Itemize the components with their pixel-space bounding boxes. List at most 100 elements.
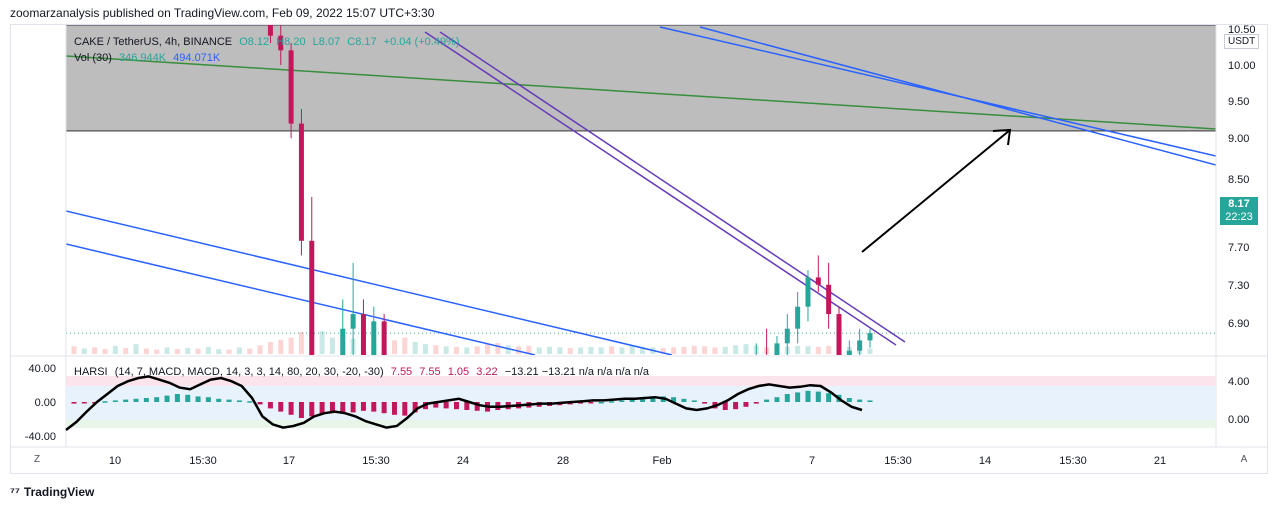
volume-bar <box>795 345 801 354</box>
harsi-rsi-line <box>65 375 863 431</box>
harsi-candle <box>257 402 263 405</box>
volume-bar <box>185 348 191 354</box>
harsi-candle <box>815 391 821 402</box>
volume-bar <box>143 348 149 354</box>
volume-bar <box>805 346 811 354</box>
volume-bar <box>412 342 418 354</box>
harsi-candle <box>288 402 294 415</box>
candle-body <box>547 472 552 482</box>
currency-badge[interactable]: USDT <box>1224 34 1260 49</box>
volume-bar <box>681 346 687 354</box>
harsi-candle <box>278 402 284 412</box>
candle-body <box>692 446 697 475</box>
harsi-candle <box>319 402 325 414</box>
volume-bar <box>547 346 553 354</box>
time-tick-label: 15:30 <box>884 455 912 467</box>
footer-brand-text: TradingView <box>23 485 95 499</box>
volume-bar <box>164 347 170 354</box>
price-tick-label: 10.50 <box>1228 24 1256 36</box>
candle-body <box>774 343 780 355</box>
volume-bar <box>712 347 718 354</box>
price-tick-label: 8.50 <box>1228 174 1249 186</box>
harsi-name[interactable]: HARSI <box>74 366 108 378</box>
harsi-candle <box>143 398 149 402</box>
volume-bar <box>133 344 139 354</box>
volume-bar <box>81 348 87 354</box>
candle-body <box>723 468 728 490</box>
auto-scale-button[interactable]: A <box>1240 454 1248 465</box>
harsi-candle <box>381 402 387 414</box>
symbol-legend: CAKE / TetherUS, 4h, BINANCE O8.12 H8.20… <box>74 36 464 48</box>
candle-body <box>609 431 614 460</box>
volume-bar <box>516 346 522 354</box>
log-scale-button[interactable]: Z <box>33 454 41 465</box>
candle-body <box>113 0 118 6</box>
harsi-candle <box>795 392 801 402</box>
blue-trendline-2 <box>699 26 1216 166</box>
volume-bar <box>453 346 459 354</box>
time-tick-label: 10 <box>109 455 121 467</box>
harsi-candle <box>640 398 646 402</box>
price-tick-label: 7.70 <box>1228 242 1249 254</box>
candle-body <box>267 25 273 36</box>
harsi-candle <box>443 402 449 409</box>
support-zone <box>389 472 1216 509</box>
time-tick-label: 15:30 <box>362 455 390 467</box>
candle-body <box>857 340 863 351</box>
volume-bar <box>92 347 98 354</box>
time-tick-label: 7 <box>809 455 815 467</box>
harsi-candle <box>340 402 346 414</box>
candle-body <box>413 431 418 475</box>
volume-bar <box>578 347 584 354</box>
harsi-candle <box>205 397 211 402</box>
candle-body <box>537 483 542 498</box>
time-tick-label: Feb <box>653 455 672 467</box>
projection-arrow-head <box>992 128 1012 146</box>
volume-bar <box>691 345 697 354</box>
harsi-val-2: 7.55 <box>419 366 441 378</box>
candle-body <box>826 284 832 315</box>
harsi-candle <box>805 390 811 402</box>
volume-value-2: 494.071K <box>173 52 221 64</box>
candle-body <box>485 431 490 460</box>
candle-body <box>360 314 366 355</box>
harsi-candle <box>702 402 708 404</box>
volume-bar <box>433 345 439 354</box>
candle-body <box>288 50 294 124</box>
volume-bar <box>154 349 160 354</box>
price-tick-label: 9.50 <box>1228 96 1249 108</box>
symbol-name[interactable]: CAKE / TetherUS, 4h, BINANCE <box>74 36 233 48</box>
harsi-val-1: 7.55 <box>390 366 413 378</box>
candle-body <box>867 333 873 341</box>
harsi-candle <box>743 402 749 407</box>
harsi-candle <box>578 402 584 404</box>
volume-bar <box>226 349 232 354</box>
candle-body <box>702 475 707 482</box>
harsi-candle <box>81 402 87 404</box>
candle-body <box>578 446 583 468</box>
volume-bar <box>557 347 563 354</box>
harsi-candle <box>360 402 366 411</box>
volume-bar <box>216 349 222 354</box>
volume-bar <box>422 344 428 354</box>
volume-bar <box>743 344 749 354</box>
volume-bar <box>102 349 108 354</box>
volume-bar <box>195 348 201 354</box>
harsi-candle <box>784 394 790 402</box>
volume-bar <box>671 347 677 354</box>
volume-bar <box>640 346 646 354</box>
volume-label[interactable]: Vol (30) <box>74 52 112 64</box>
harsi-left-tick: 0.00 <box>35 397 56 409</box>
volume-bar <box>619 347 625 354</box>
projection-arrow <box>861 129 1011 253</box>
candle-body <box>103 0 108 6</box>
candle-body <box>350 314 356 329</box>
candle-body <box>805 277 811 307</box>
candle-body <box>619 453 624 460</box>
harsi-legend: HARSI (14, 7, MACD, MACD, 14, 3, 3, 14, … <box>74 366 653 378</box>
volume-bar <box>485 344 491 354</box>
publish-info: zoomarzanalysis published on TradingView… <box>10 6 435 20</box>
blue-downtrend-1 <box>66 210 673 355</box>
candle-body <box>381 321 387 355</box>
